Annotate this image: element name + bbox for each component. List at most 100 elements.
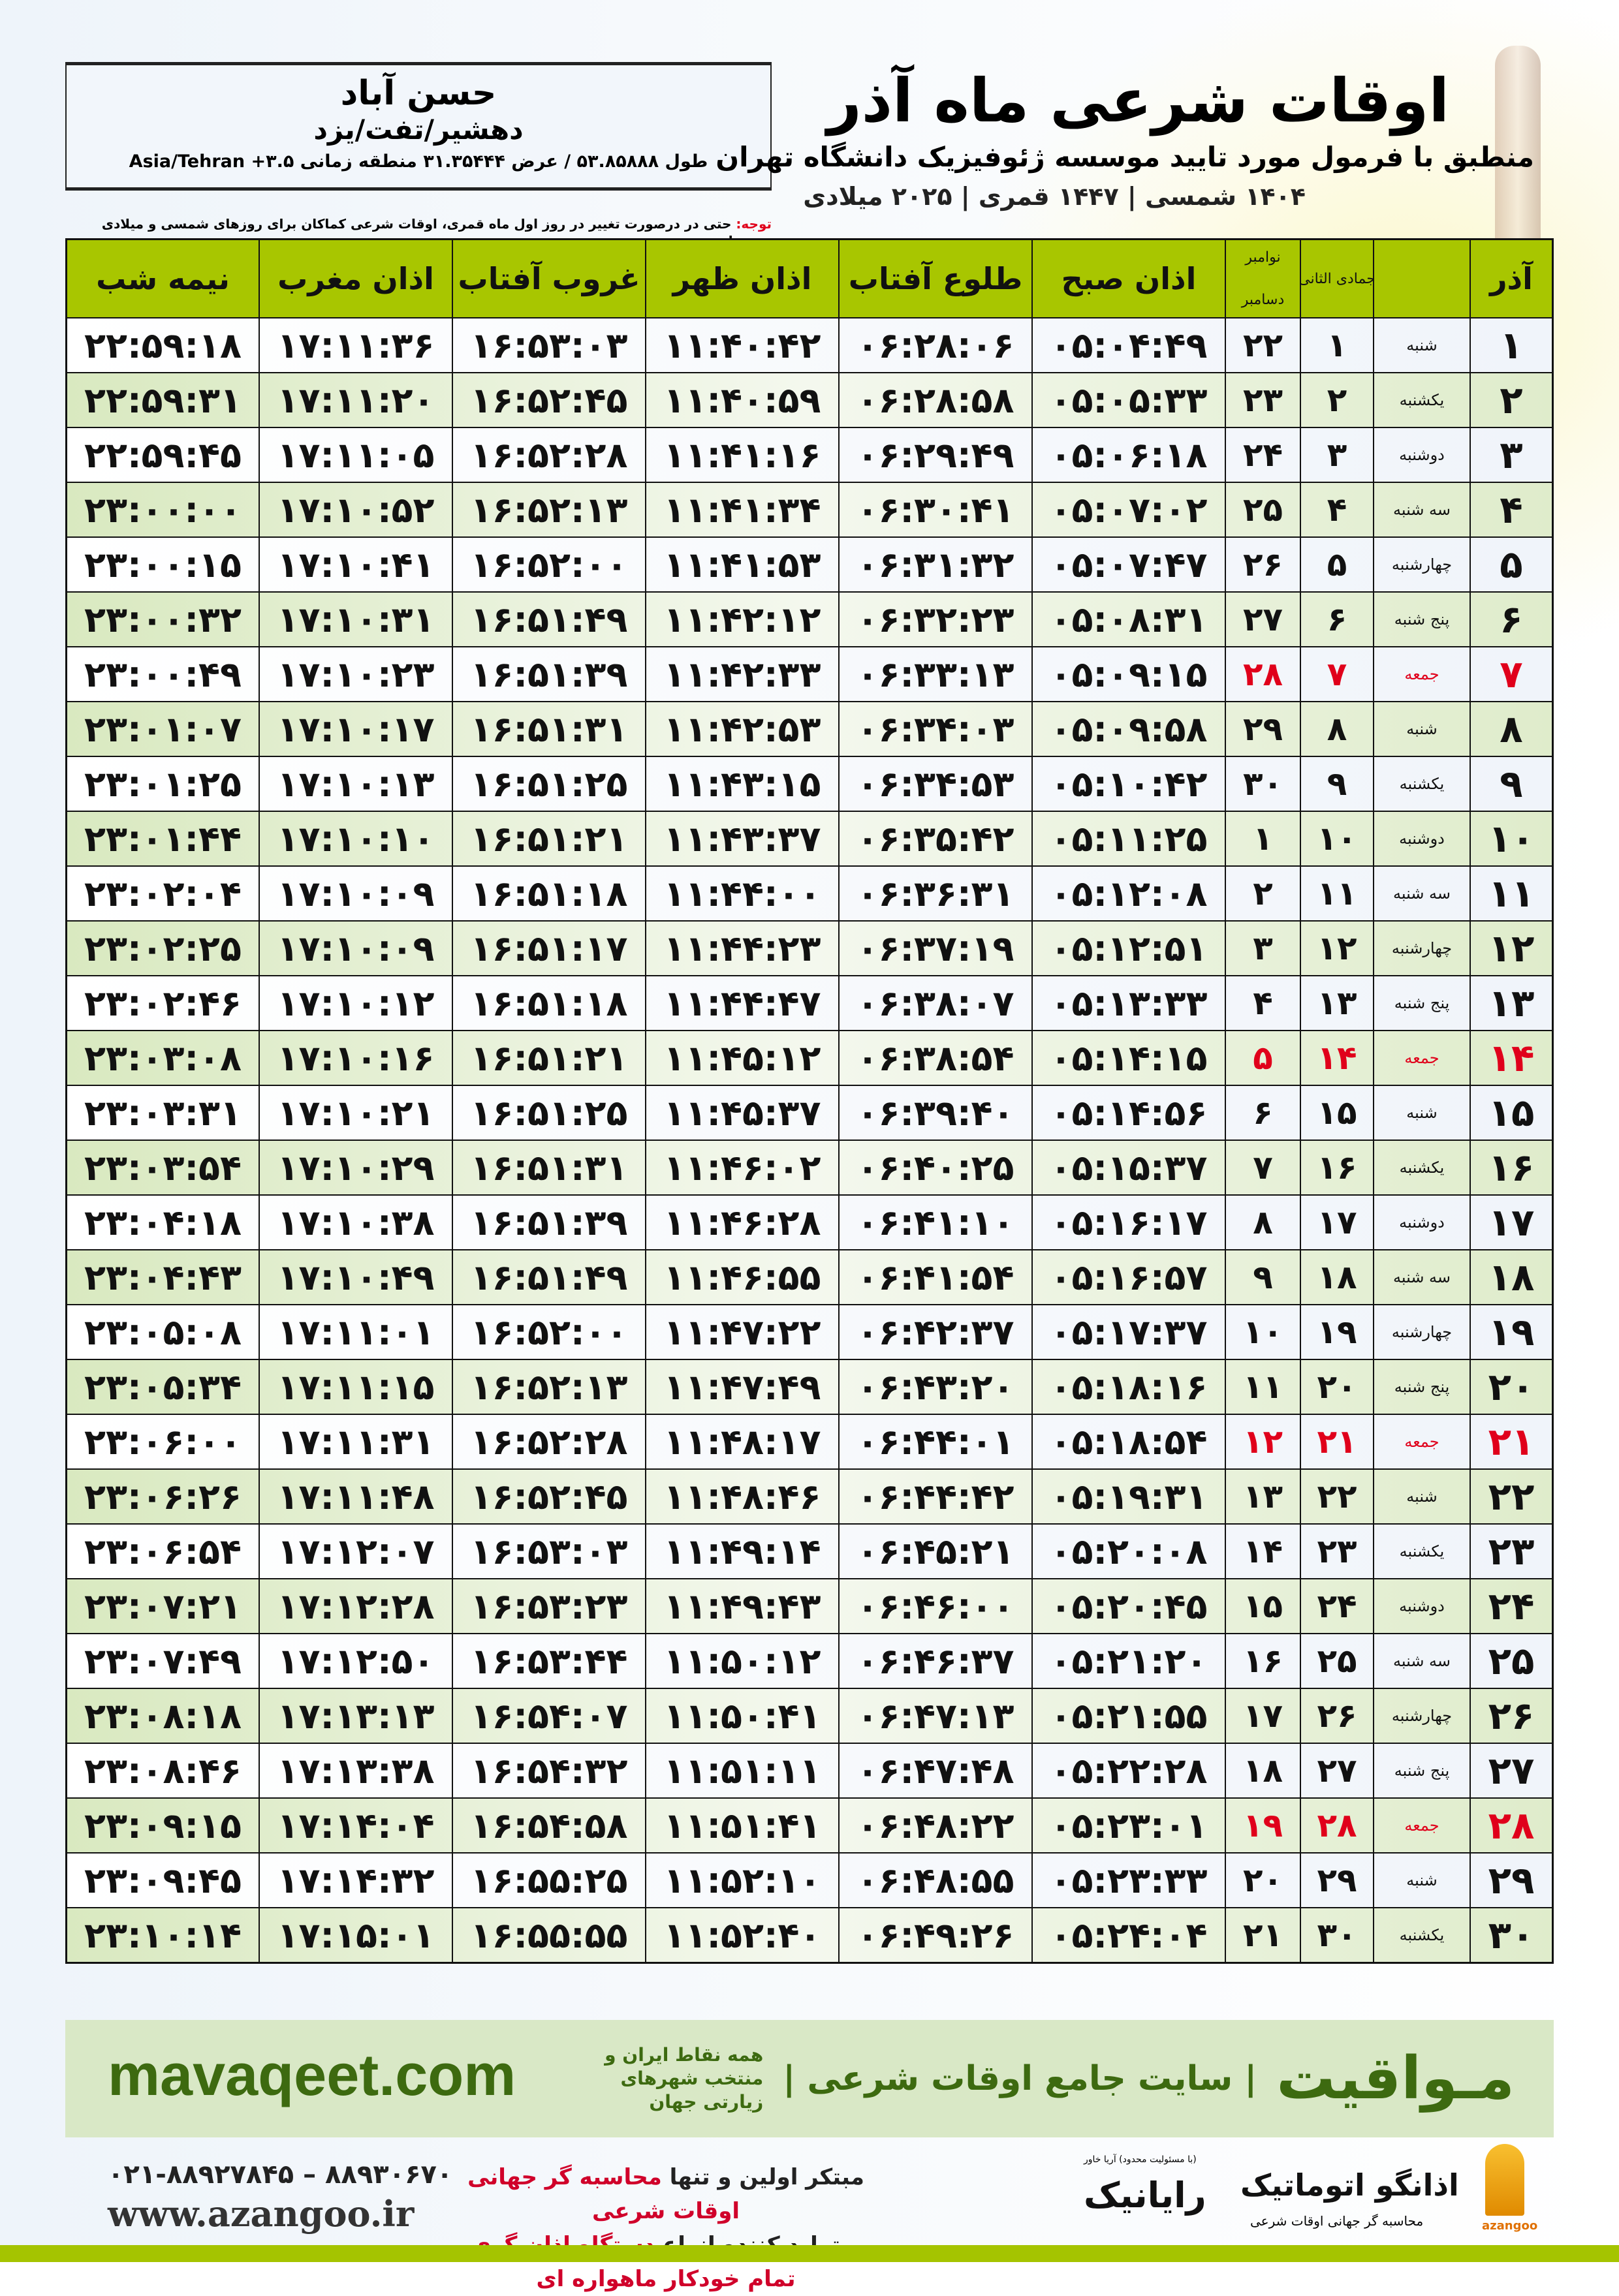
cell-sunset: ۱۶:۵۱:۲۱ [452,1031,645,1085]
cell-dhuhr: ۱۱:۴۱:۱۶ [645,428,838,482]
cell-hijri: ۸ [1300,702,1373,756]
cell-midnight: ۲۳:۰۶:۵۴ [84,1530,242,1572]
cell-hijri: ۲۹ [1300,1854,1373,1907]
cell-day: ۲ [1470,373,1552,427]
cell-midnight: ۲۳:۰۲:۲۵ [84,927,242,969]
cell-dhuhr: ۱۱:۴۹:۱۴ [645,1525,838,1578]
cell-day: ۳ [1470,428,1552,482]
mavaqeet-link[interactable]: mavaqeet.com [108,2043,516,2108]
cell-dhuhr: ۱۱:۴۴:۴۷ [645,976,838,1030]
cell-dhuhr: ۱۱:۴۸:۱۷ [645,1415,838,1468]
cell-gregorian: ۴ [1225,976,1300,1030]
cell-sunrise: ۰۶:۳۲:۲۳ [838,593,1031,646]
cell-maghrib: ۱۷:۱۰:۳۸ [259,1196,452,1249]
cell-hijri: ۳۰ [1300,1908,1373,1962]
cell-sunset: ۱۶:۵۳:۰۳ [452,318,645,372]
cell-fajr: ۰۵:۱۲:۰۸ [1031,867,1225,920]
header-sunrise: طلوع آفتاب [838,240,1031,317]
cell-fajr: ۰۵:۱۴:۱۵ [1031,1031,1225,1085]
cell-hijri: ۱۴ [1300,1031,1373,1085]
cell-weekday: جمعه [1373,647,1470,701]
cell-fajr: ۰۵:۰۸:۳۱ [1031,593,1225,646]
cell-maghrib: ۱۷:۱۱:۳۱ [259,1415,452,1468]
table-row: ۱۱ سه شنبه ۱۱ ۲ ۰۵:۱۲:۰۸ ۰۶:۳۶:۳۱ ۱۱:۴۴:۰۰ ۱۶:۵… [67,865,1552,920]
cell-midnight: ۲۳:۰۰:۴۹ [84,653,242,695]
cell-fajr: ۰۵:۲۰:۰۸ [1031,1525,1225,1578]
cell-day: ۲۳ [1470,1525,1552,1578]
cell-maghrib: ۱۷:۱۵:۰۱ [259,1908,452,1962]
table-row: ۲۹ شنبه ۲۹ ۲۰ ۰۵:۲۳:۳۳ ۰۶:۴۸:۵۵ ۱۱:۵۲:۱۰ ۱۶:۵۵:… [67,1852,1552,1907]
table-row: ۲۸ جمعه ۲۸ ۱۹ ۰۵:۲۳:۰۱ ۰۶:۴۸:۲۲ ۱۱:۵۱:۴۱ ۱۶:۵۴:… [67,1797,1552,1852]
cell-sunset: ۱۶:۵۲:۰۰ [452,538,645,591]
cell-gregorian: ۱۰ [1225,1305,1300,1359]
cell-sunrise: ۰۶:۴۶:۰۰ [838,1579,1031,1633]
cell-fajr: ۰۵:۱۲:۵۱ [1031,922,1225,975]
cell-day: ۱۱ [1470,867,1552,920]
note-label: توجه: [736,216,772,232]
cell-midnight: ۲۳:۰۰:۳۲ [84,598,242,640]
cell-midnight: ۲۳:۰۴:۱۸ [84,1202,242,1243]
cell-sunset: ۱۶:۵۲:۴۵ [452,373,645,427]
cell-sunrise: ۰۶:۴۶:۳۷ [838,1634,1031,1688]
table-row: ۲۷ پنج شنبه ۲۷ ۱۸ ۰۵:۲۲:۲۸ ۰۶:۴۷:۴۸ ۱۱:۵۱:۱۱ ۱۶… [67,1743,1552,1797]
table-body: ۱ شنبه ۱ ۲۲ ۰۵:۰۴:۴۹ ۰۶:۲۸:۰۶ ۱۱:۴۰:۴۲ ۱۶:۵۳:۰۳… [67,317,1552,1962]
cell-sunrise: ۰۶:۳۶:۳۱ [838,867,1031,920]
azangoo-link[interactable]: www.azangoo.ir [108,2193,415,2235]
cell-hijri: ۷ [1300,647,1373,701]
cell-fajr: ۰۵:۰۴:۴۹ [1031,318,1225,372]
cell-dhuhr: ۱۱:۴۱:۵۳ [645,538,838,591]
table-header: آذر جمادی الثانی نوامبر دسامبر اذان صبح ط… [67,240,1552,317]
cell-hijri: ۹ [1300,757,1373,811]
cell-dhuhr: ۱۱:۴۰:۵۹ [645,373,838,427]
cell-maghrib: ۱۷:۱۱:۳۶ [259,318,452,372]
table-row: ۲۵ سه شنبه ۲۵ ۱۶ ۰۵:۲۱:۲۰ ۰۶:۴۶:۳۷ ۱۱:۵۰:۱۲ ۱۶:… [67,1633,1552,1688]
cell-midnight: ۲۲:۵۹:۴۵ [84,434,242,476]
cell-maghrib: ۱۷:۱۱:۰۵ [259,428,452,482]
cell-sunset: ۱۶:۵۲:۱۳ [452,483,645,536]
table-row: ۱۲ چهارشنبه ۱۲ ۳ ۰۵:۱۲:۵۱ ۰۶:۳۷:۱۹ ۱۱:۴۴:۲۳ ۱۶:… [67,920,1552,975]
cell-weekday: پنج شنبه [1373,593,1470,646]
cell-weekday: چهارشنبه [1373,538,1470,591]
cell-weekday: شنبه [1373,1470,1470,1523]
cell-hijri: ۱۶ [1300,1141,1373,1194]
cell-day: ۸ [1470,702,1552,756]
cell-hijri: ۳ [1300,428,1373,482]
cell-sunrise: ۰۶:۴۷:۴۸ [838,1744,1031,1797]
cell-hijri: ۲۲ [1300,1470,1373,1523]
cell-fajr: ۰۵:۲۳:۰۱ [1031,1799,1225,1852]
cell-hijri: ۶ [1300,593,1373,646]
cell-weekday: شنبه [1373,702,1470,756]
cell-gregorian: ۱۱ [1225,1360,1300,1414]
table-row: ۱۸ سه شنبه ۱۸ ۹ ۰۵:۱۶:۵۷ ۰۶:۴۱:۵۴ ۱۱:۴۶:۵۵ ۱۶:۵… [67,1249,1552,1304]
cell-weekday: یکشنبه [1373,1525,1470,1578]
cell-gregorian: ۲۷ [1225,593,1300,646]
cell-midnight: ۲۳:۰۱:۴۴ [84,818,242,860]
cell-weekday: شنبه [1373,1086,1470,1140]
banner-brand-row: مـواقیت | سایت جامع اوقات شرعی | همه نقا… [561,2020,1515,2137]
cell-midnight: ۲۳:۰۳:۵۴ [84,1147,242,1188]
cell-weekday: یکشنبه [1373,757,1470,811]
cell-dhuhr: ۱۱:۴۳:۳۷ [645,812,838,865]
header-sunset: غروب آفتاب [452,240,645,317]
cell-dhuhr: ۱۱:۴۳:۱۵ [645,757,838,811]
cell-gregorian: ۱۶ [1225,1634,1300,1688]
cell-fajr: ۰۵:۲۴:۰۴ [1031,1908,1225,1962]
cell-sunset: ۱۶:۵۱:۴۹ [452,593,645,646]
cell-sunrise: ۰۶:۴۱:۵۴ [838,1250,1031,1304]
cell-midnight: ۲۳:۰۲:۴۶ [84,982,242,1024]
cell-gregorian: ۹ [1225,1250,1300,1304]
cell-midnight: ۲۳:۰۶:۲۶ [84,1476,242,1517]
cell-hijri: ۵ [1300,538,1373,591]
cell-dhuhr: ۱۱:۴۴:۰۰ [645,867,838,920]
cell-sunrise: ۰۶:۲۹:۴۹ [838,428,1031,482]
table-row: ۲۲ شنبه ۲۲ ۱۳ ۰۵:۱۹:۳۱ ۰۶:۴۴:۴۲ ۱۱:۴۸:۴۶ ۱۶:۵۲:… [67,1468,1552,1523]
cell-fajr: ۰۵:۰۵:۳۳ [1031,373,1225,427]
cell-dhuhr: ۱۱:۴۵:۱۲ [645,1031,838,1085]
cell-fajr: ۰۵:۱۱:۲۵ [1031,812,1225,865]
cell-dhuhr: ۱۱:۴۶:۰۲ [645,1141,838,1194]
cell-hijri: ۱۰ [1300,812,1373,865]
cell-fajr: ۰۵:۱۴:۵۶ [1031,1086,1225,1140]
cell-weekday: جمعه [1373,1799,1470,1852]
promo-text: مبتکر اولین و تنها محاسبه گر جهانی اوقات… [444,2160,888,2296]
table-row: ۲۶ چهارشنبه ۲۶ ۱۷ ۰۵:۲۱:۵۵ ۰۶:۴۷:۱۳ ۱۱:۵۰:۴۱ ۱۶… [67,1688,1552,1743]
